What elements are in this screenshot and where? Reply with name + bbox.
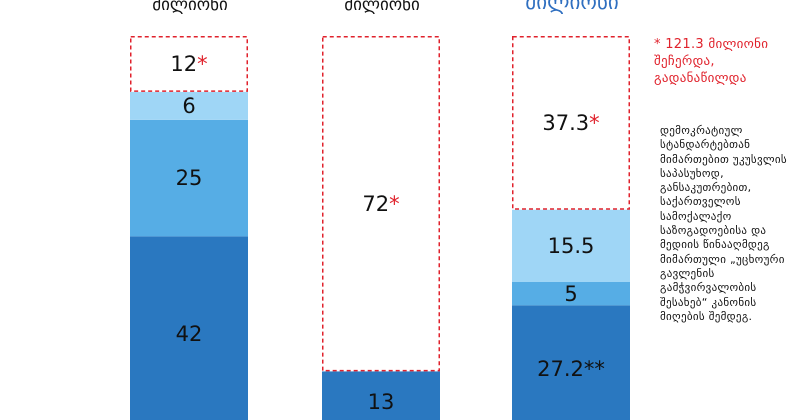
bar-segment-c2-s1: [322, 371, 440, 420]
column-2-header: მილიონი: [344, 0, 420, 15]
bar-segment-c1-s2: [130, 119, 248, 237]
bar-label-marker: *: [389, 191, 400, 216]
bar-label-value: 37.3: [542, 110, 590, 135]
bar-label-marker: **: [583, 356, 605, 381]
bar-label-c1-s2: 25: [130, 165, 248, 191]
bar-segment-c1-s1: [130, 236, 248, 420]
bar-label-value: 25: [175, 166, 203, 191]
column-1-header: მილიონი: [152, 0, 228, 15]
bar-segment-c3-s3: [512, 209, 630, 282]
bar-label-c1-s3: 6: [130, 93, 248, 119]
bar-label-c3-s2: 5: [512, 281, 630, 307]
bar-label-c3-s3: 15.5: [512, 233, 630, 259]
bar-segment-c2-s2: [322, 36, 440, 372]
bar-label-c1-s4: 12*: [130, 51, 248, 77]
bar-label-c1-s1: 42: [130, 321, 248, 347]
column-3-header: მილიონი: [525, 0, 619, 14]
bar-label-value: 5: [564, 281, 578, 306]
bar-label-marker: *: [197, 51, 208, 76]
bar-label-c3-s1: 27.2**: [512, 356, 630, 382]
bar-segment-c1-s4: [130, 36, 248, 92]
bar-segment-c3-s1: [512, 305, 630, 420]
bar-label-c2-s2: 72*: [322, 191, 440, 217]
bar-segment-c3-s4: [512, 36, 630, 210]
bar-label-c3-s4: 37.3*: [512, 110, 630, 136]
bar-label-c2-s1: 13: [322, 389, 440, 415]
bar-segment-c3-s2: [512, 281, 630, 306]
bar-label-value: 27.2: [537, 356, 584, 381]
bar-segment-c1-s3: [130, 91, 248, 120]
bar-label-value: 6: [182, 93, 196, 118]
bar-label-marker: *: [589, 110, 600, 135]
bar-label-value: 42: [175, 322, 203, 347]
description-text: დემოკრატიულ სტანდარტებთან მიმართებით უკუ…: [660, 124, 787, 323]
bar-label-value: 13: [367, 389, 395, 414]
footnote-note: * 121.3 მილიონი შეჩერდა, გადანაწილდა: [654, 37, 769, 86]
bar-label-value: 12: [170, 51, 198, 76]
bar-label-value: 72: [362, 191, 390, 216]
bar-label-value: 15.5: [547, 233, 595, 258]
